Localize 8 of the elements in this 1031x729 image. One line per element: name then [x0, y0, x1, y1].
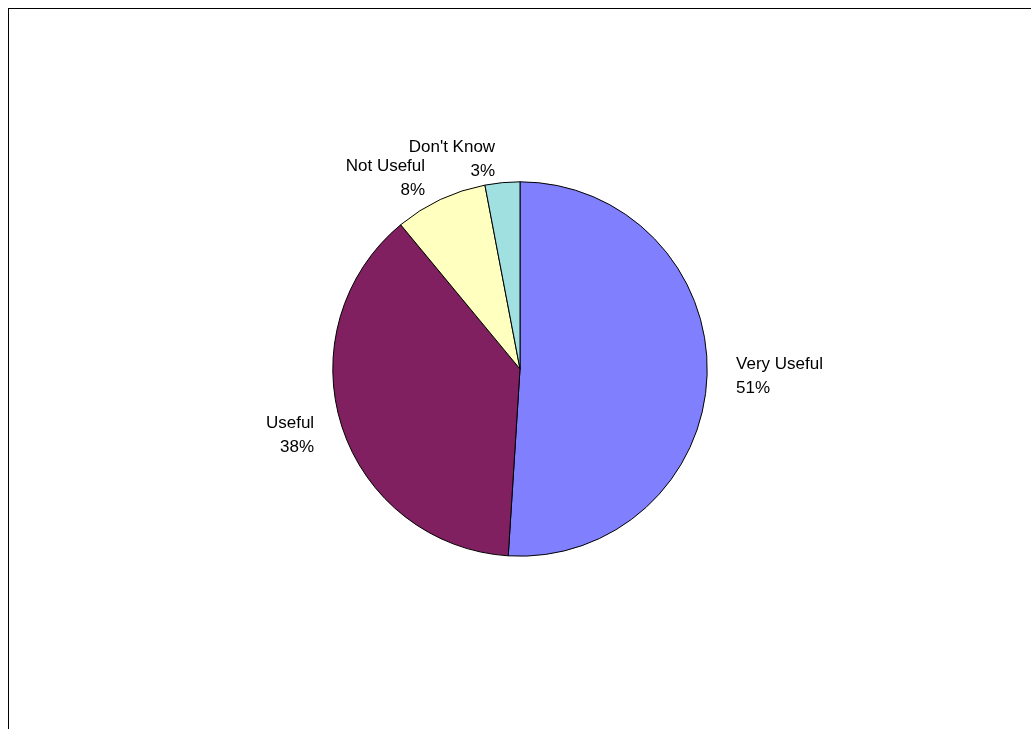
- slice-label: Very Useful: [736, 354, 824, 374]
- slice-label: Useful: [265, 412, 315, 432]
- data-label: 51%: [736, 378, 771, 398]
- data-label: 3%: [470, 161, 496, 181]
- data-label: 38%: [280, 436, 315, 456]
- data-label: 8%: [400, 180, 426, 200]
- slice-label: Not Useful: [345, 156, 426, 176]
- slice-label: Don't Know: [408, 137, 496, 157]
